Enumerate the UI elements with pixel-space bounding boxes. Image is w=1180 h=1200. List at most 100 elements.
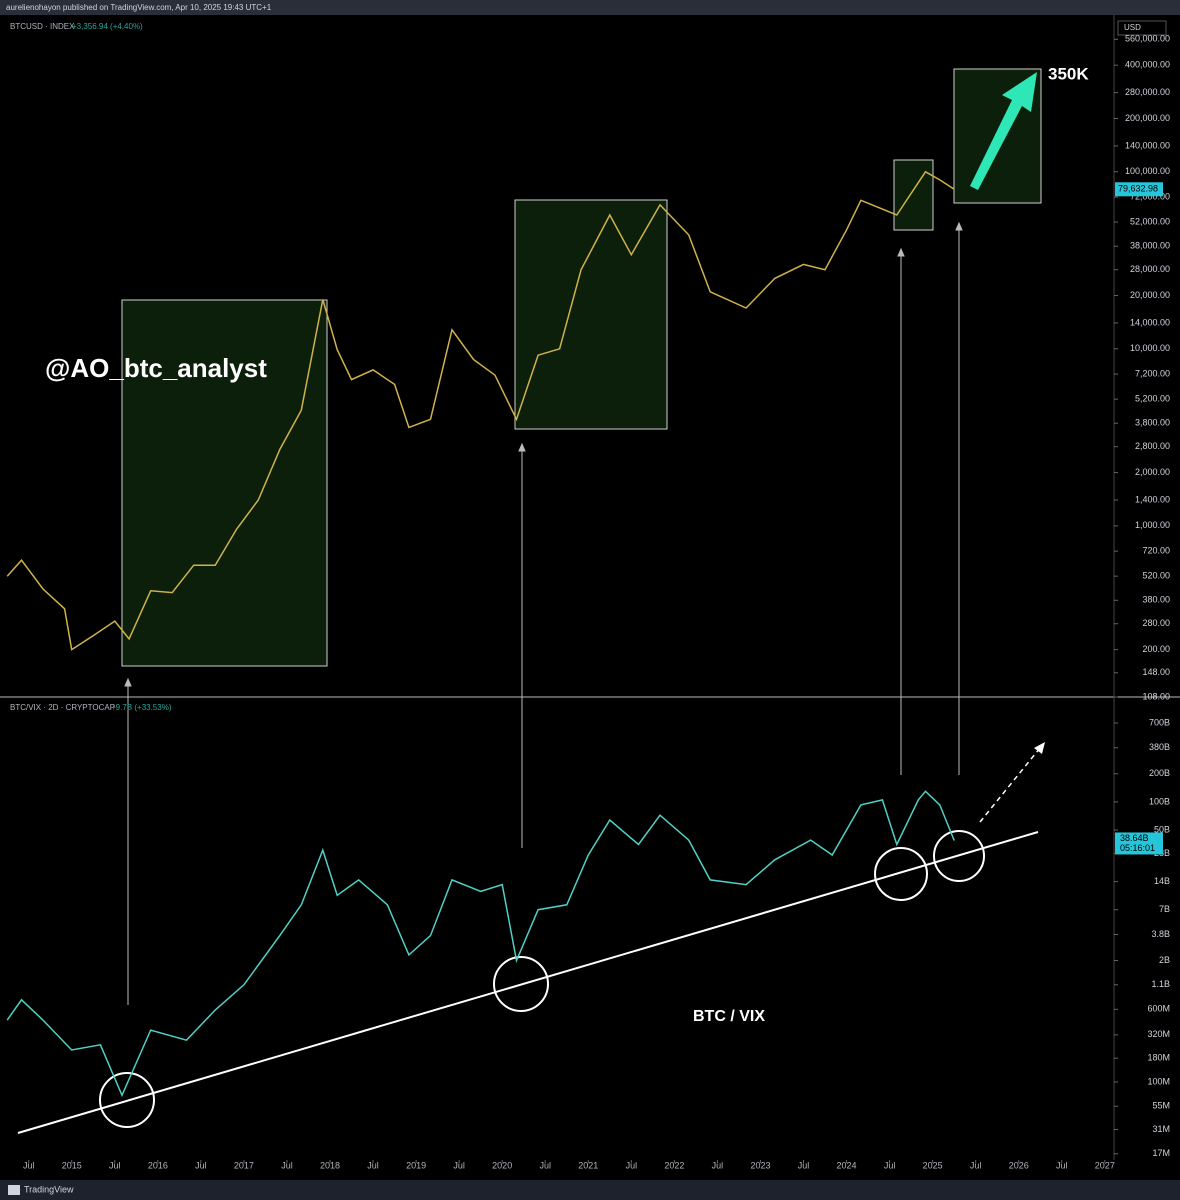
price-line	[6, 170, 955, 651]
symbol-change: +9.7B (+33.53%)	[111, 703, 172, 712]
symbol-change: +3,356.94 (+4.40%)	[72, 22, 143, 31]
last-value-label: 79,632.98	[1118, 184, 1158, 194]
projection-arrow	[979, 747, 1041, 823]
y-tick-label: 14,000.00	[1130, 317, 1170, 327]
touch-circles	[99, 830, 985, 1128]
y-tick-label: 148.00	[1142, 667, 1170, 677]
x-tick-label: Jul	[109, 1160, 121, 1170]
header-bar	[0, 0, 1180, 15]
y-tick-label: 31M	[1152, 1124, 1170, 1134]
y-tick-label: 28,000.00	[1130, 264, 1170, 274]
x-tick-label: 2017	[234, 1160, 254, 1170]
guide-arrows	[124, 221, 963, 1005]
y-tick-label: 380.00	[1142, 595, 1170, 605]
y-tick-label: 55M	[1152, 1101, 1170, 1111]
highlight-box	[514, 199, 668, 430]
y-tick-label: 17M	[1152, 1148, 1170, 1158]
y-tick-label: 520.00	[1142, 571, 1170, 581]
last-value-box	[1115, 832, 1163, 855]
footer-bar	[0, 1180, 1180, 1200]
x-tick-label: Jul	[970, 1160, 982, 1170]
y-tick-label: 280.00	[1142, 618, 1170, 628]
y-tick-label: 20,000.00	[1130, 290, 1170, 300]
x-tick-label: 2018	[320, 1160, 340, 1170]
y-tick-label: 320M	[1147, 1029, 1170, 1039]
x-tick-label: 2027	[1095, 1160, 1115, 1170]
y-tick-label: 7,200.00	[1135, 368, 1170, 378]
x-tick-label: Jul	[453, 1160, 465, 1170]
x-tick-label: 2023	[750, 1160, 770, 1170]
x-tick-label: Jul	[23, 1160, 35, 1170]
y-tick-label: 50B	[1154, 824, 1170, 834]
y-tick-label: 100M	[1147, 1076, 1170, 1086]
target-label: 350K	[1048, 64, 1089, 83]
y-tick-label: 3,800.00	[1135, 418, 1170, 428]
y-tick-label: 180M	[1147, 1053, 1170, 1063]
symbol-title: BTC/VIX · 2D · CRYPTOCAP	[10, 703, 115, 712]
x-tick-label: Jul	[539, 1160, 551, 1170]
last-value-label: 38.64B	[1120, 833, 1149, 843]
y-tick-label: 2,800.00	[1135, 441, 1170, 451]
pane-label: BTC / VIX	[693, 1008, 765, 1025]
x-tick-label: 2021	[578, 1160, 598, 1170]
countdown: 05:16:01	[1120, 843, 1155, 853]
y-tick-label: 140,000.00	[1125, 140, 1170, 150]
y-tick-label: 400,000.00	[1125, 60, 1170, 70]
target-arrow	[970, 72, 1037, 190]
highlight-box	[121, 299, 328, 667]
x-tick-label: 2019	[406, 1160, 426, 1170]
x-tick-label: 2022	[664, 1160, 684, 1170]
x-tick-label: Jul	[367, 1160, 379, 1170]
brand-logo	[8, 1185, 20, 1195]
y-tick-label: 1,400.00	[1135, 494, 1170, 504]
y-tick-label: 38,000.00	[1130, 241, 1170, 251]
x-tick-label: 2025	[923, 1160, 943, 1170]
highlight-box	[893, 159, 934, 231]
y-tick-label: 720.00	[1142, 546, 1170, 556]
y-tick-label: 1,000.00	[1135, 520, 1170, 530]
x-tick-label: Jul	[195, 1160, 207, 1170]
x-tick-label: Jul	[1056, 1160, 1068, 1170]
y-tick-label: 108.00	[1142, 691, 1170, 701]
y-tick-label: 100,000.00	[1125, 166, 1170, 176]
y-tick-label: 200,000.00	[1125, 113, 1170, 123]
y-tick-label: 100B	[1149, 796, 1170, 806]
x-tick-label: 2024	[837, 1160, 857, 1170]
projection-arrow-head	[1034, 742, 1045, 754]
currency: USD	[1124, 23, 1141, 32]
x-tick-label: Jul	[798, 1160, 810, 1170]
brand: TradingView	[24, 1184, 74, 1194]
y-tick-label: 2,000.00	[1135, 467, 1170, 477]
x-tick-label: Jul	[281, 1160, 293, 1170]
trend-line	[17, 831, 1039, 1134]
y-tick-label: 1.1B	[1151, 979, 1170, 989]
last-value-box	[1115, 182, 1163, 197]
watermark: @AO_btc_analyst	[45, 353, 267, 383]
y-tick-label: 700B	[1149, 717, 1170, 727]
x-tick-label: Jul	[712, 1160, 724, 1170]
y-tick-label: 72,000.00	[1130, 191, 1170, 201]
y-tick-label: 200.00	[1142, 644, 1170, 654]
x-tick-label: 2015	[62, 1160, 82, 1170]
x-tick-label: 2026	[1009, 1160, 1029, 1170]
y-tick-label: 200B	[1149, 768, 1170, 778]
x-tick-label: 2020	[492, 1160, 512, 1170]
currency-box	[1117, 20, 1167, 36]
publisher: aurelienohayon published on TradingView.…	[6, 3, 272, 12]
y-tick-label: 14B	[1154, 876, 1170, 886]
y-tick-label: 560,000.00	[1125, 34, 1170, 44]
y-tick-label: 52,000.00	[1130, 216, 1170, 226]
x-tick-label: Jul	[884, 1160, 896, 1170]
y-tick-label: 7B	[1159, 904, 1170, 914]
y-tick-label: 10,000.00	[1130, 343, 1170, 353]
y-tick-label: 600M	[1147, 1004, 1170, 1014]
y-tick-label: 2B	[1159, 955, 1170, 965]
price-line	[6, 790, 955, 1098]
x-tick-label: Jul	[626, 1160, 638, 1170]
y-tick-label: 5,200.00	[1135, 393, 1170, 403]
y-tick-label: 3.8B	[1151, 929, 1170, 939]
y-tick-label: 380B	[1149, 742, 1170, 752]
y-tick-label: 280,000.00	[1125, 87, 1170, 97]
